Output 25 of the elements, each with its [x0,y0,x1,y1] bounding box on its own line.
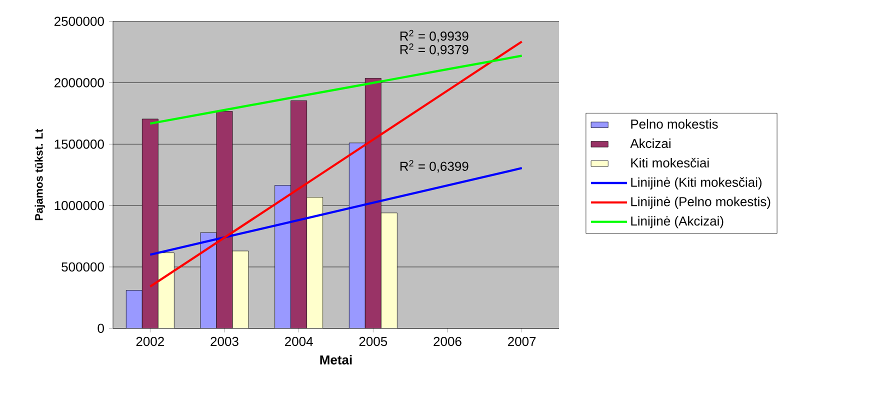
y-tick-label: 1500000 [54,140,104,149]
x-tick-label: 2007 [508,336,536,346]
y-tick-label: 2500000 [54,16,104,26]
y-axis-title: Pajamos tūkst. Lt [34,128,45,220]
y-tick-label: 2000000 [54,78,104,88]
legend-label: Linijinė (Pelno mokestis) [631,196,770,209]
x-tick-label: 2003 [210,336,238,346]
y-tick-label: 0 [98,324,104,333]
y-tick-label: 500000 [62,262,104,272]
annotation: R$^{2}$ = 0,9379 [400,43,468,56]
legend-label: Kiti mokesčiai [631,158,709,168]
y-tick-label: 1000000 [54,200,104,210]
x-tick-label: 2002 [136,336,164,346]
legend-label: Linijinė (Akcizai) [631,216,724,228]
legend-label: Akcizai [630,138,670,148]
x-tick-label: 2005 [359,336,388,346]
annotation: R$^{2}$ = 0,9939 [400,30,468,42]
annotation: R$^{2}$ = 0,6399 [400,160,468,172]
legend-label: Pelno mokestis [631,119,718,129]
x-tick-label: 2004 [285,336,313,346]
x-tick-label: 2006 [434,336,462,346]
legend-label: Linijinė (Kiti mokesčiai) [631,177,762,190]
line-series [149,54,523,125]
line-series [149,40,523,288]
x-axis-title: Metai [320,354,352,365]
